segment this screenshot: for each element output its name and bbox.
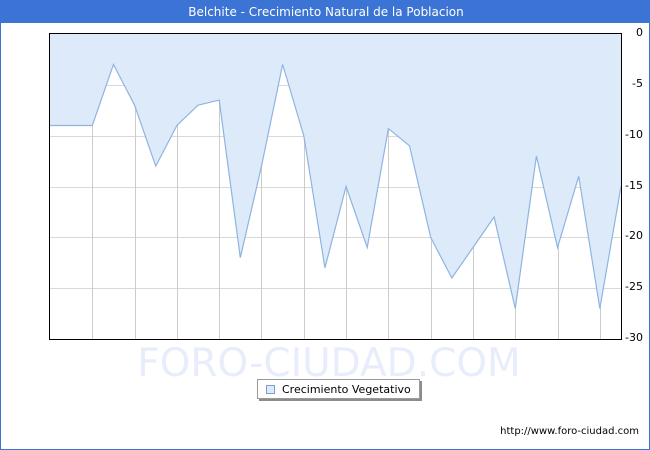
y-tick-label: -25 (625, 280, 643, 294)
gridline-vertical (176, 34, 178, 339)
legend-swatch-icon (266, 384, 275, 394)
gridline-vertical (261, 34, 263, 339)
y-tick-label: -30 (625, 331, 643, 344)
window-title: Belchite - Crecimiento Natural de la Pob… (1, 1, 649, 23)
y-tick-label: 0 (636, 26, 643, 39)
gridline-vertical (92, 34, 94, 339)
y-tick-label: -15 (625, 178, 643, 192)
series-crecimiento-vegetativo (50, 34, 621, 309)
gridline-vertical (219, 34, 221, 339)
y-tick-label: -20 (625, 229, 643, 243)
gridline-vertical (388, 34, 390, 339)
chart-container: 0 -5 -10 -15 -20 -25 -30 199820002002200420062… (9, 25, 643, 373)
y-tick-label: -5 (632, 76, 643, 90)
footer-url: http://www.foro-ciudad.com (500, 426, 639, 437)
y-tick-label: -10 (625, 127, 643, 141)
series-line (50, 62, 621, 309)
gridline-vertical (134, 34, 136, 339)
gridline-horizontal (50, 288, 621, 290)
gridline-horizontal (50, 237, 621, 239)
series-area-fill (50, 34, 621, 309)
gridline-vertical (303, 34, 305, 339)
legend-label: Crecimiento Vegetativo (282, 382, 411, 396)
plot-area: 1998200020022004200620082010201220142016… (49, 33, 622, 340)
chart-legend: Crecimiento Vegetativo (257, 379, 420, 399)
